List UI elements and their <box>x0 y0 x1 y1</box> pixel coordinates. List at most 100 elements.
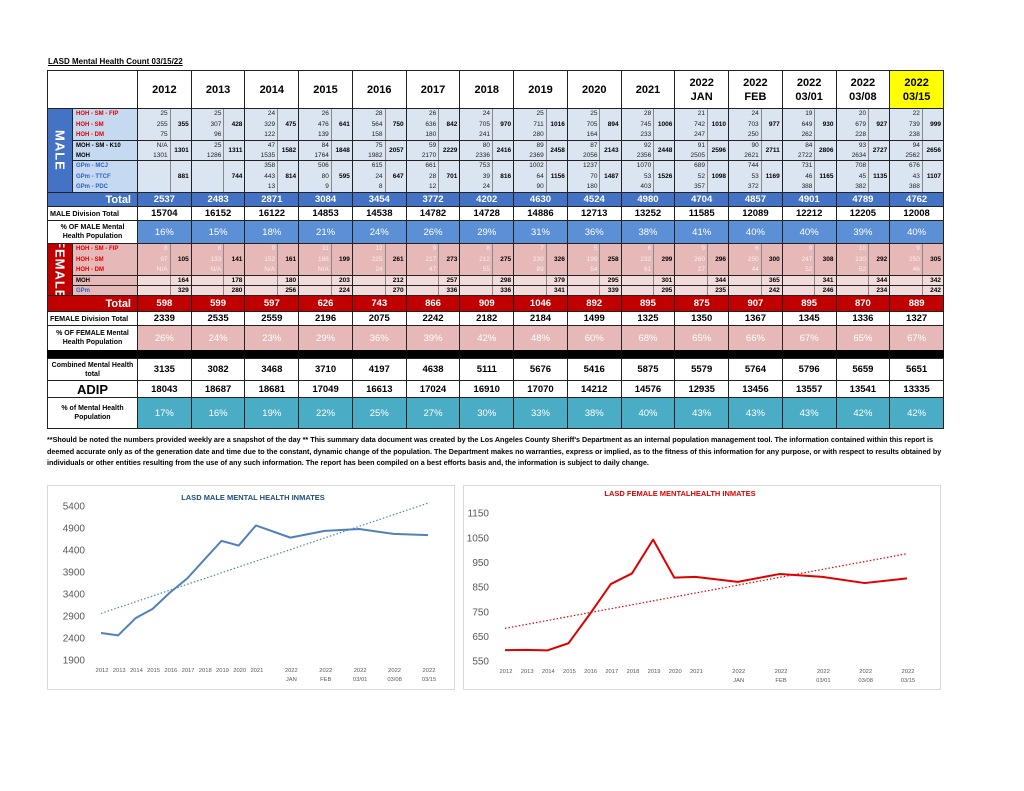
x-tick-label: 2021 <box>250 668 264 674</box>
total-value: 743 <box>371 298 388 309</box>
group-total: 339 <box>607 287 619 294</box>
part-values <box>460 286 494 295</box>
part-values <box>729 286 762 295</box>
pct-value: 23% <box>262 332 282 344</box>
summary-cell: 16910 <box>459 380 515 398</box>
x-tick-label: 2013 <box>112 668 126 674</box>
part-value: 158 <box>371 131 383 139</box>
group-cell: 90 2621 2711 <box>728 140 783 161</box>
part-value: 9 <box>916 245 920 252</box>
part-values: 25 307 96 <box>192 109 225 140</box>
summary-value: 18681 <box>258 383 286 395</box>
part-values <box>783 286 816 295</box>
summary-value: 17049 <box>312 383 339 395</box>
part-values: 91 2505 <box>675 141 708 160</box>
section-label: FEMALE <box>52 243 68 296</box>
division-value: 13252 <box>634 208 662 219</box>
part-values <box>192 161 225 192</box>
part-values: 20 679 228 <box>837 109 870 140</box>
total-cell: 875 <box>674 295 730 312</box>
part-value: 122 <box>264 131 276 139</box>
x-tick-label: 2022 FEB <box>774 669 788 684</box>
division-value: 12008 <box>903 208 930 219</box>
summary-cell: 13557 <box>781 380 837 398</box>
pct-value: 41% <box>692 226 712 238</box>
division-cell: 16122 <box>244 206 300 221</box>
part-value: 241 <box>479 131 491 139</box>
part-values: 1237 70 180 <box>568 161 601 192</box>
part-value: 2505 <box>690 152 705 159</box>
summary-cell: 13456 <box>728 380 783 398</box>
y-tick-label: 3900 <box>63 568 86 579</box>
pct-value: 40% <box>907 226 927 238</box>
summary-value: 19% <box>262 407 282 419</box>
part-value: 87 <box>590 142 598 149</box>
group-cell: 744 <box>190 160 246 193</box>
division-value: 14538 <box>366 208 393 219</box>
group-total: 1016 <box>550 121 565 128</box>
summary-value: 13541 <box>849 383 877 395</box>
group-cell: 9 247 52 308 <box>781 243 837 276</box>
part-value: 705 <box>479 120 491 128</box>
total-value: 598 <box>156 298 173 309</box>
group-cell: 708 45 382 1135 <box>835 160 891 193</box>
part-values <box>890 286 923 295</box>
total-cell: 3454 <box>351 192 407 207</box>
group-total: 344 <box>715 277 727 284</box>
total-cell: 4789 <box>835 192 891 207</box>
division-cell: 1367 <box>728 311 783 326</box>
total-value: 4202 <box>476 194 498 205</box>
x-tick-label: 2012 <box>95 668 109 674</box>
x-tick-label: 2022 03/15 <box>421 668 437 683</box>
part-value: 705 <box>586 120 598 128</box>
part-value: 24 <box>375 172 383 180</box>
group-total: 2711 <box>765 147 780 154</box>
x-tick-label: 2022 03/01 <box>352 668 368 683</box>
group-cell: 10 230 52 292 <box>835 243 891 276</box>
total-label-cell: Total <box>47 295 138 312</box>
y-tick-label: 2400 <box>63 634 86 645</box>
total-cell: 4704 <box>674 192 730 207</box>
x-tick-label: 2015 <box>147 668 161 674</box>
part-values <box>460 276 494 285</box>
part-values: 94 2562 <box>890 141 923 160</box>
part-values <box>837 276 870 285</box>
chart-title: LASD MALE MENTAL HEALTH INMATES <box>181 493 325 502</box>
group-total: 1107 <box>926 173 941 180</box>
group-cell: 358 443 13 814 <box>244 160 300 193</box>
group-total: 242 <box>768 287 780 294</box>
part-value: 93 <box>858 142 867 149</box>
group-total: 299 <box>661 256 673 263</box>
part-values: 75 1982 <box>353 141 386 160</box>
part-value: N/A <box>317 266 329 274</box>
part-value: 25 <box>160 110 168 117</box>
part-value: 1286 <box>206 152 222 159</box>
part-value: 1237 <box>583 162 598 169</box>
summary-value: 3082 <box>207 364 229 375</box>
pct-value: 16% <box>154 226 174 238</box>
pct-value: 29% <box>477 226 497 238</box>
summary-cell: 5651 <box>889 358 944 381</box>
total-value: 909 <box>478 298 495 309</box>
group-total: 141 <box>231 256 243 263</box>
summary-value: 22% <box>316 407 336 419</box>
summary-value: 5416 <box>583 364 605 375</box>
division-value: 16152 <box>204 208 232 219</box>
column-header: 2016 <box>351 70 407 109</box>
part-value: 53 <box>643 172 652 180</box>
group-cell: 11 188 N/A 199 <box>298 243 353 276</box>
part-values: 84 1764 <box>299 141 332 160</box>
part-value: 744 <box>747 162 759 169</box>
row-label: MOH <box>76 278 90 284</box>
part-values: 80 2336 <box>460 141 494 160</box>
total-cell: 2871 <box>244 192 300 207</box>
part-value: 133 <box>210 255 222 263</box>
column-header: 2013 <box>190 70 246 109</box>
group-cell: 661 28 12 701 <box>405 160 461 193</box>
x-tick-label: 2012 <box>499 669 513 675</box>
total-value: 1046 <box>529 298 552 309</box>
part-value: 8 <box>486 245 491 252</box>
row-label: HOH - SM <box>76 121 104 128</box>
summary-cell: 17024 <box>405 380 461 398</box>
pct-cell: 65% <box>674 325 730 351</box>
